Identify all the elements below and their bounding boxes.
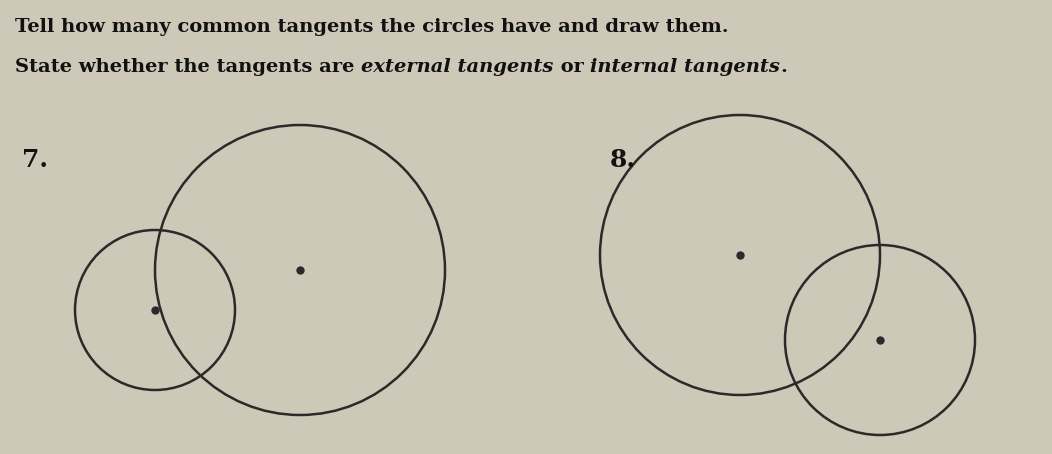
- Text: 7.: 7.: [22, 148, 48, 172]
- Text: .: .: [780, 58, 787, 76]
- Text: Tell how many common tangents the circles have and draw them.: Tell how many common tangents the circle…: [15, 18, 729, 36]
- Text: 8.: 8.: [610, 148, 636, 172]
- Text: or: or: [553, 58, 590, 76]
- Text: external tangents: external tangents: [361, 58, 553, 76]
- Text: State whether the tangents are: State whether the tangents are: [15, 58, 361, 76]
- Text: internal tangents: internal tangents: [590, 58, 780, 76]
